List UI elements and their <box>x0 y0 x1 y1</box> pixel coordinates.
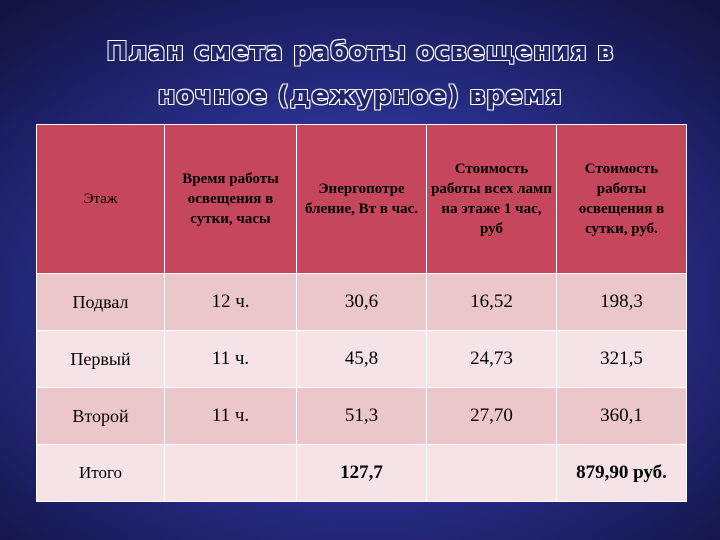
cell-floor: Второй <box>36 387 165 445</box>
table-header-row: Этаж Время работы освещения в сутки, час… <box>36 124 687 274</box>
cell-total-cost-per-hour <box>426 444 557 502</box>
table-row: Второй 11 ч. 51,3 27,70 360,1 <box>36 387 687 445</box>
cell-power: 51,3 <box>296 387 427 445</box>
header-cost-per-day: Стоимость работы освещения в сутки, руб. <box>556 124 687 274</box>
cell-cost-per-hour: 27,70 <box>426 387 557 445</box>
header-hours: Время работы освещения в сутки, часы <box>164 124 297 274</box>
cell-power: 30,6 <box>296 273 427 331</box>
cell-cost-per-day: 198,3 <box>556 273 687 331</box>
header-floor: Этаж <box>36 124 165 274</box>
table-row: Первый 11 ч. 45,8 24,73 321,5 <box>36 330 687 388</box>
cell-power: 45,8 <box>296 330 427 388</box>
cell-floor: Первый <box>36 330 165 388</box>
cell-hours: 11 ч. <box>164 387 297 445</box>
lighting-cost-table: Этаж Время работы освещения в сутки, час… <box>36 124 687 502</box>
table-row-total: Итого 127,7 879,90 руб. <box>36 444 687 502</box>
cell-total-hours <box>164 444 297 502</box>
cell-total-cost-per-day: 879,90 руб. <box>556 444 687 502</box>
cell-total-label: Итого <box>36 444 165 502</box>
table-row: Подвал 12 ч. 30,6 16,52 198,3 <box>36 273 687 331</box>
cell-total-power: 127,7 <box>296 444 427 502</box>
cell-cost-per-day: 360,1 <box>556 387 687 445</box>
header-cost-per-hour: Стоимость работы всех ламп на этаже 1 ча… <box>426 124 557 274</box>
cell-hours: 12 ч. <box>164 273 297 331</box>
cell-cost-per-hour: 16,52 <box>426 273 557 331</box>
slide-title-line-1: План смета работы освещения в <box>106 37 614 67</box>
cell-hours: 11 ч. <box>164 330 297 388</box>
cell-cost-per-day: 321,5 <box>556 330 687 388</box>
header-power: Энергопотре бление, Вт в час. <box>296 124 427 274</box>
slide-title: План смета работы освещения в ночное (де… <box>0 30 720 118</box>
cell-cost-per-hour: 24,73 <box>426 330 557 388</box>
cell-floor: Подвал <box>36 273 165 331</box>
slide-title-line-2: ночное (дежурное) время <box>157 81 563 111</box>
